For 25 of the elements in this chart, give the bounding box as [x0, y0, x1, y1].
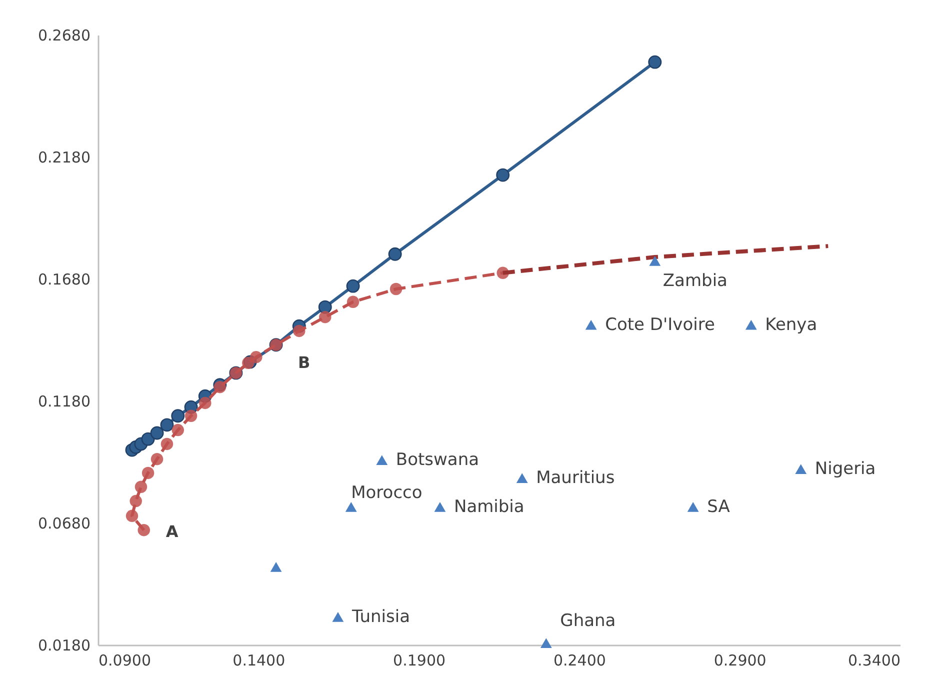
data-label: Morocco: [351, 482, 422, 503]
x-tick-label: 0.2900: [714, 652, 766, 670]
x-tick-label: 0.3400: [848, 652, 900, 670]
y-tick-label: 0.0680: [38, 514, 90, 532]
data-label: Nigeria: [814, 459, 876, 480]
data-label: Tunisia: [350, 606, 410, 627]
data-label: Cote D'Ivoire: [605, 314, 715, 335]
y-tick-label: 0.0180: [38, 636, 90, 654]
x-tick-label: 0.0900: [98, 652, 151, 670]
data-label: Botswana: [396, 450, 480, 470]
x-tick-label: 0.2400: [553, 652, 606, 670]
annotation: A: [166, 522, 179, 542]
data-label: Namibia: [454, 496, 524, 517]
y-tick-label: 0.2180: [38, 148, 90, 166]
data-label: Ghana: [560, 611, 616, 632]
y-tick-label: 0.1680: [38, 270, 90, 288]
annotation: B: [298, 352, 310, 372]
data-label: Zambia: [662, 270, 728, 291]
y-tick-label: 0.2680: [38, 26, 90, 44]
x-tick-label: 0.1900: [393, 652, 446, 670]
data-label: Mauritius: [536, 468, 615, 488]
data-label: Kenya: [765, 314, 818, 335]
data-label: SA: [707, 496, 730, 517]
y-tick-label: 0.1180: [38, 392, 90, 410]
x-tick-label: 0.1400: [232, 652, 286, 670]
